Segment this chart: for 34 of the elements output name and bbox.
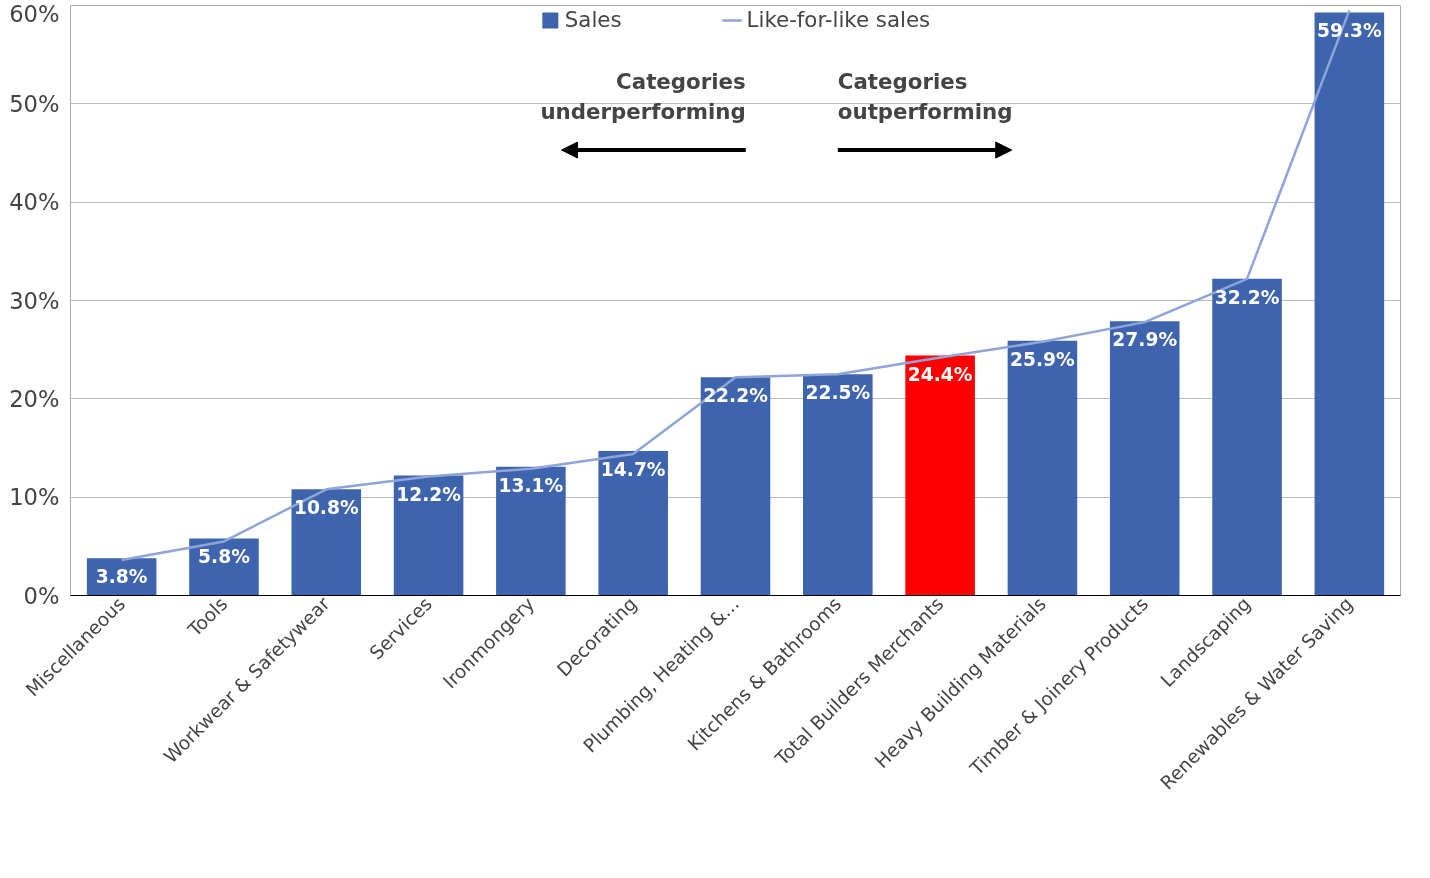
- bar: [905, 355, 975, 596]
- y-tick-label: 40%: [9, 189, 60, 216]
- bar: [1314, 12, 1385, 596]
- data-label: 25.9%: [1010, 348, 1076, 370]
- data-label: 12.2%: [396, 483, 462, 505]
- legend-label: Like-for-like sales: [746, 7, 931, 32]
- y-tick-label: 50%: [9, 90, 60, 117]
- annotation: Categories underperforming: [540, 68, 746, 124]
- annotation: Categories outperforming: [837, 68, 1013, 124]
- bar: [1212, 278, 1282, 596]
- bar: [291, 489, 362, 596]
- y-tick-label: 10%: [9, 484, 60, 511]
- data-label: 24.4%: [907, 363, 973, 385]
- bar: [1007, 340, 1078, 596]
- data-label: 5.8%: [198, 546, 251, 568]
- data-label: 13.1%: [498, 474, 564, 496]
- bar: [598, 450, 668, 596]
- data-label: 3.8%: [95, 566, 148, 588]
- data-label: 22.2%: [703, 385, 769, 407]
- data-label: 27.9%: [1112, 329, 1178, 351]
- bar: [1109, 321, 1180, 596]
- bar: [700, 377, 771, 596]
- data-label: 14.7%: [600, 458, 666, 480]
- bar: [803, 374, 873, 596]
- legend-label: Sales: [564, 7, 622, 32]
- data-label: 22.5%: [805, 382, 871, 404]
- data-label: 10.8%: [293, 497, 359, 519]
- bar: [393, 475, 464, 596]
- y-tick-label: 60%: [9, 0, 60, 27]
- y-tick-label: 30%: [9, 287, 60, 314]
- y-tick-label: 20%: [9, 385, 60, 412]
- data-label: 32.2%: [1214, 286, 1280, 308]
- data-label: 59.3%: [1316, 20, 1383, 42]
- bar: [496, 466, 566, 596]
